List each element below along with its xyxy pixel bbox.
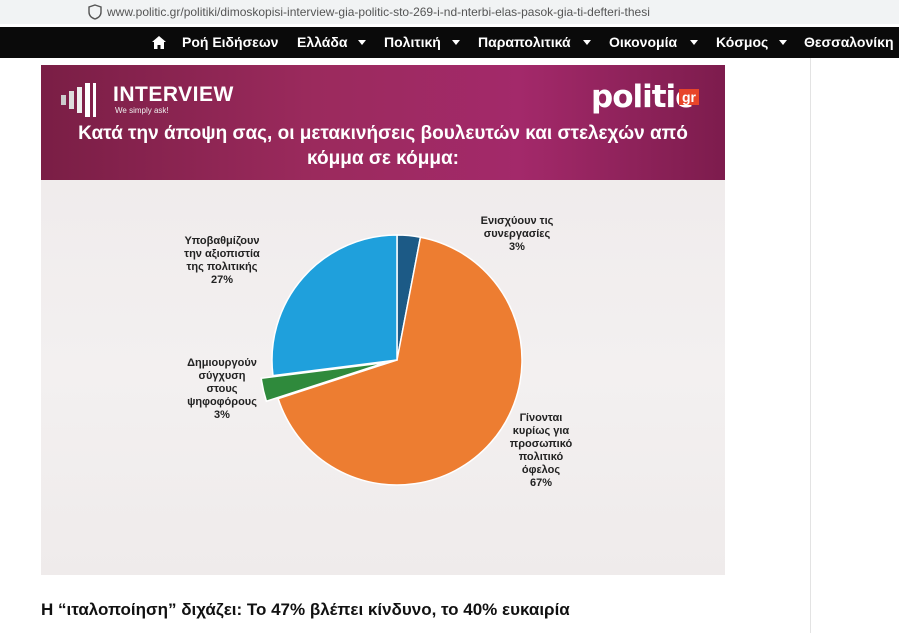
banner: INTERVIEW We simply ask! politic gr Κατά… <box>41 65 725 180</box>
chart-title: Κατά την άποψη σας, οι μετακινήσεις βουλ… <box>78 123 688 169</box>
nav-item[interactable]: Κόσμος <box>716 34 769 50</box>
site-logo: politic <box>591 79 694 115</box>
pie-chart <box>260 234 523 486</box>
nav-item[interactable]: Ροή Ειδήσεων <box>182 34 279 50</box>
nav-item[interactable]: Παραπολιτικά <box>478 34 571 50</box>
pie-slice <box>271 234 398 377</box>
nav-item[interactable]: Ελλάδα <box>297 34 348 50</box>
home-icon[interactable] <box>152 36 166 49</box>
value-label: 27% <box>210 274 234 286</box>
dropdown-arrow <box>690 40 698 45</box>
value-label: 3% <box>509 241 525 253</box>
brand-slogan: We simply ask! <box>115 106 169 115</box>
slice-label: Γίνονται κυρίως για προσωπικό πολιτικό ό… <box>491 412 591 490</box>
poll-image: INTERVIEW We simply ask! politic gr Κατά… <box>41 65 725 575</box>
brand-icon <box>61 83 96 117</box>
slice-label: Ενισχύουν τις συνεργασίες 3% <box>462 215 572 254</box>
category-label: Ενισχύουν τις συνεργασίες <box>480 215 554 240</box>
nav-item[interactable]: Θεσσαλονίκη <box>804 34 894 50</box>
dropdown-arrow <box>583 40 591 45</box>
dropdown-arrow <box>779 40 787 45</box>
article-heading: Η “ιταλοποίηση” διχάζει: Το 47% βλέπει κ… <box>41 600 570 619</box>
nav-item[interactable]: Οικονομία <box>609 34 678 50</box>
value-label: 3% <box>214 409 230 421</box>
nav-item[interactable]: Πολιτική <box>384 34 441 50</box>
shield-icon <box>88 4 102 20</box>
pie-slice <box>277 236 523 486</box>
slice-label: Υποβαθμίζουν την αξιοπιστία της πολιτική… <box>162 235 282 287</box>
value-label: 67% <box>529 477 553 489</box>
category-label: Γίνονται κυρίως για προσωπικό πολιτικό ό… <box>509 412 573 476</box>
brand-name: INTERVIEW <box>113 83 234 106</box>
pie-slice <box>260 361 386 403</box>
address-bar[interactable]: www.politic.gr/politiki/dimoskopisi-inte… <box>0 0 899 24</box>
category-label: Υποβαθμίζουν την αξιοπιστία της πολιτική… <box>184 235 260 273</box>
slice-label: Δημιουργούν σύγχυση στους ψηφοφόρους 3% <box>167 357 277 422</box>
category-label: Δημιουργούν σύγχυση στους ψηφοφόρους <box>187 357 257 408</box>
url: www.politic.gr/politiki/dimoskopisi-inte… <box>107 5 650 19</box>
nav-bar: Ροή Ειδήσεων Ελλάδα Πολιτική Παραπολιτικ… <box>0 27 899 58</box>
dropdown-arrow <box>452 40 460 45</box>
column-border <box>810 58 811 633</box>
dropdown-arrow <box>358 40 366 45</box>
site-logo-suffix: gr <box>679 89 699 105</box>
